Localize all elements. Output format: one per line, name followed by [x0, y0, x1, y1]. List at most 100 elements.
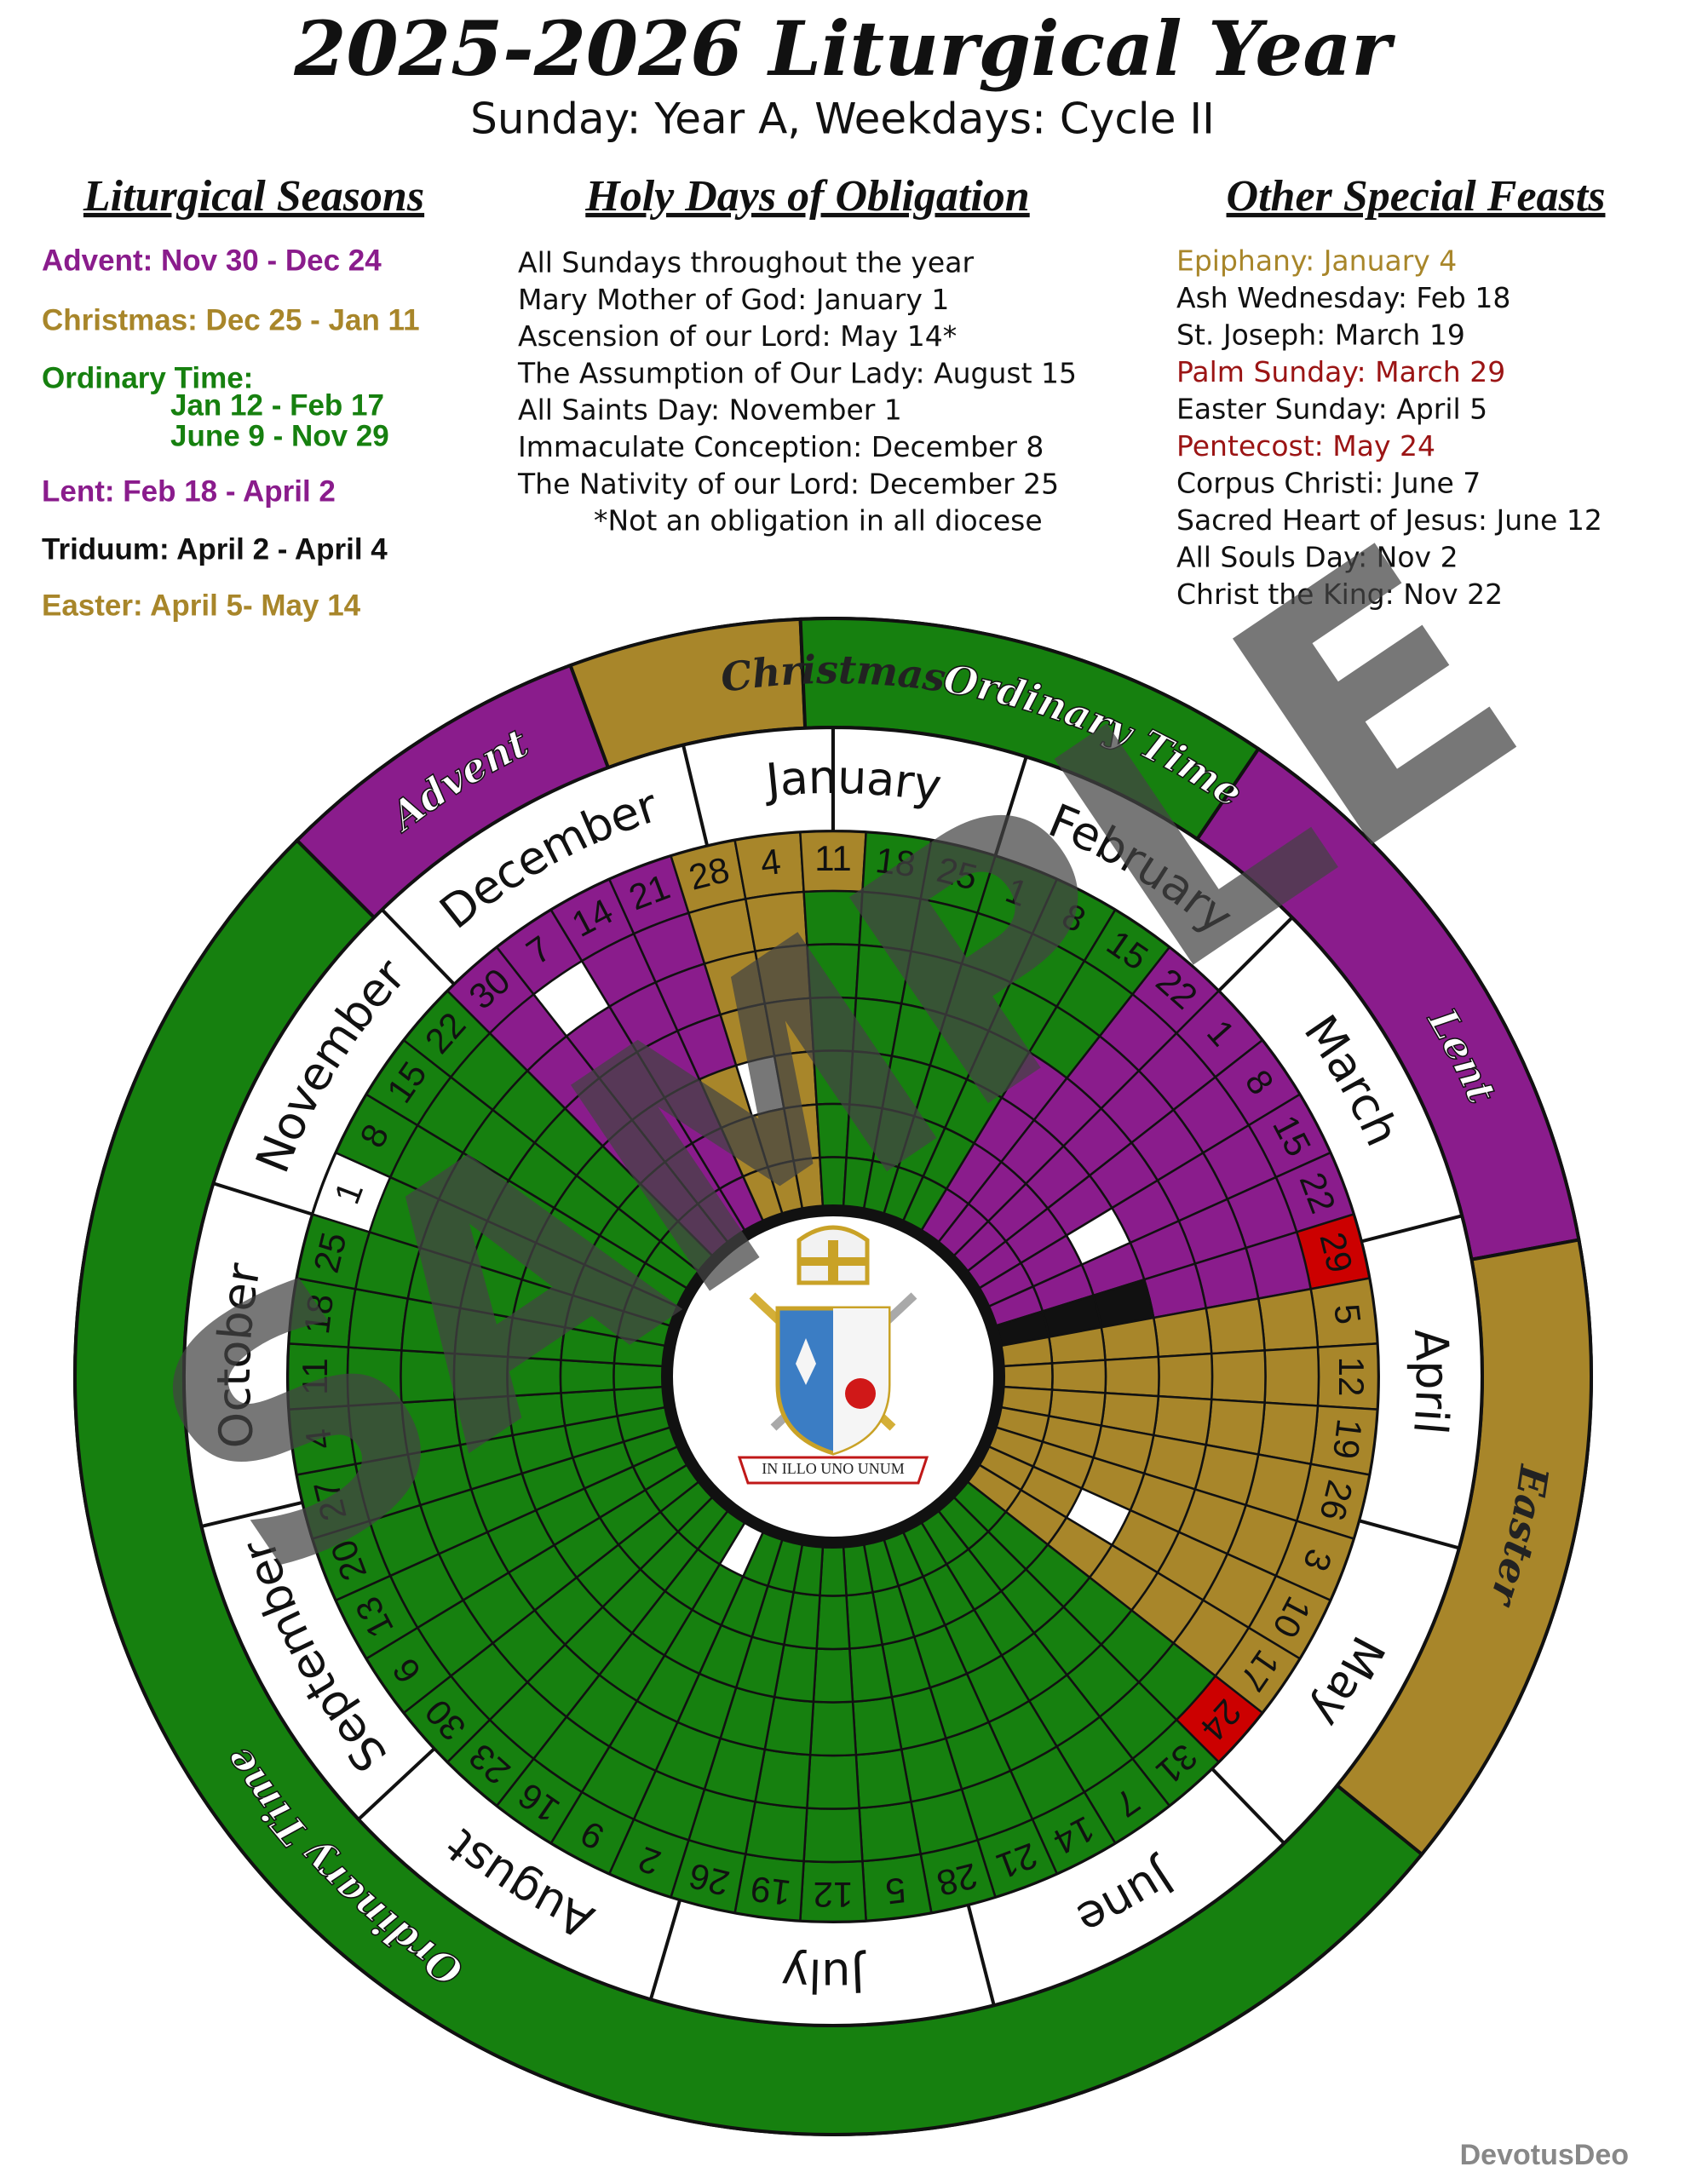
- month-divider: [1360, 1214, 1463, 1244]
- month-divider: [1217, 916, 1294, 992]
- feast-item: Sacred Heart of Jesus: June 12: [1176, 503, 1602, 537]
- month-divider: [681, 744, 710, 847]
- day-cell: [808, 1700, 858, 1757]
- month-label-path: January: [761, 750, 945, 813]
- season-item: Easter: April 5- May 14: [42, 589, 361, 622]
- sunday-date: 18: [296, 1292, 341, 1336]
- month-divider: [357, 1747, 436, 1821]
- sunday-date: 4: [758, 841, 783, 882]
- column-heading: Liturgical Seasons: [83, 172, 424, 221]
- sunday-date: 18: [873, 840, 917, 884]
- month-label: October: [207, 1259, 271, 1451]
- sunday-date: 19: [749, 1869, 793, 1913]
- heart: [845, 1378, 876, 1409]
- holy-day-item: Mary Mother of God: January 1: [518, 283, 949, 316]
- sunday-date: 5: [883, 1870, 908, 1911]
- month-divider: [1358, 1519, 1460, 1550]
- credit: DevotusDeo: [1460, 2139, 1629, 2171]
- day-cell: [1152, 1307, 1213, 1359]
- season-item: Lent: Feb 18 - April 2: [42, 474, 336, 508]
- mitre-band: [828, 1240, 838, 1283]
- month-divider: [648, 1899, 682, 2000]
- day-cell: [851, 1695, 903, 1756]
- day-cell: [1157, 1352, 1214, 1401]
- month-label: April: [1403, 1327, 1459, 1436]
- month-divider: [993, 756, 1028, 857]
- columns: Liturgical Seasons Holy Days of Obligatio…: [42, 172, 1605, 622]
- day-cell: [858, 1800, 923, 1863]
- day-cell: [1210, 1349, 1267, 1404]
- holy-day-item: Immaculate Conception: December 8: [518, 430, 1044, 463]
- day-cell: [1104, 1355, 1160, 1398]
- sunday-date: 12: [814, 1875, 854, 1915]
- sunday-date: 26: [685, 1855, 733, 1904]
- day-cell: [802, 1807, 864, 1864]
- sunday-date: 5: [1326, 1302, 1368, 1326]
- season-item: June 9 - Nov 29: [170, 419, 389, 452]
- fleur: [796, 1338, 816, 1385]
- feast-item: Ash Wednesday: Feb 18: [1176, 281, 1510, 314]
- month-label: January: [761, 750, 945, 813]
- day-cell: [1257, 1287, 1320, 1352]
- month-divider: [966, 1904, 996, 2006]
- sunday-date: 28: [685, 849, 733, 898]
- holy-day-item: *Not an obligation in all diocese: [594, 504, 1043, 537]
- season-label-path: Christmas: [718, 647, 949, 701]
- column-heading: Holy Days of Obligation: [584, 172, 1029, 221]
- month-label-path: July: [779, 1947, 868, 2003]
- sunday-date: 25: [306, 1228, 354, 1277]
- season-item: Jan 12 - Feb 17: [170, 388, 384, 422]
- holy-day-item: The Assumption of Our Lady: August 15: [517, 356, 1077, 389]
- day-cell: [1205, 1297, 1266, 1355]
- month-divider: [201, 1500, 303, 1528]
- sunday-date: 26: [1312, 1476, 1360, 1525]
- sunday-date: 4: [297, 1427, 339, 1451]
- day-cell: [1050, 1359, 1107, 1394]
- day-cell: [812, 1647, 854, 1704]
- day-cell: [744, 1800, 808, 1863]
- title: 2025-2026 Liturgical Year: [293, 4, 1395, 93]
- day-cell: [815, 1594, 851, 1651]
- sunday-date: 11: [814, 838, 852, 878]
- feast-item: Corpus Christi: June 7: [1176, 467, 1481, 500]
- season-label: Christmas: [718, 647, 949, 701]
- day-cell: [806, 1753, 860, 1810]
- sunday-date: 28: [933, 1855, 981, 1904]
- holy-day-item: Ascension of our Lord: May 14*: [518, 319, 957, 353]
- season-item: Advent: Nov 30 - Dec 24: [42, 244, 382, 277]
- day-cell: [854, 1748, 912, 1809]
- day-cell: [998, 1362, 1054, 1391]
- month-divider: [381, 908, 456, 986]
- feast-item: All Souls Day: Nov 2: [1176, 541, 1458, 574]
- sunday-date: 25: [933, 849, 981, 898]
- ribbon: [737, 1456, 929, 1485]
- sunday-date: 12: [1331, 1357, 1372, 1397]
- feast-item: Pentecost: May 24: [1176, 429, 1435, 463]
- feast-item: Christ the King: Nov 22: [1176, 578, 1503, 611]
- feast-item: Easter Sunday: April 5: [1176, 393, 1487, 426]
- holy-day-item: All Saints Day: November 1: [518, 394, 902, 427]
- month-label-path: April: [1403, 1327, 1459, 1436]
- month-label-path: October: [207, 1259, 271, 1451]
- day-cell: [1257, 1401, 1320, 1466]
- feast-item: Palm Sunday: March 29: [1176, 355, 1505, 388]
- season-item: Christmas: Dec 25 - Jan 11: [42, 303, 420, 336]
- holy-day-item: The Nativity of our Lord: December 25: [517, 467, 1059, 500]
- sunday-date: 19: [1326, 1417, 1370, 1461]
- feast-item: Epiphany: January 4: [1176, 244, 1457, 278]
- feast-item: St. Joseph: March 19: [1176, 319, 1465, 352]
- column-heading: Other Special Feasts: [1227, 172, 1606, 221]
- sunday-date: 29: [1312, 1228, 1360, 1277]
- holy-day-item: All Sundays throughout the year: [518, 246, 974, 279]
- sunday-date: 27: [306, 1476, 354, 1525]
- day-cell: [819, 1541, 848, 1597]
- month-divider: [212, 1181, 313, 1216]
- season-item: Ordinary Time:: [42, 361, 253, 394]
- month-divider: [1211, 1767, 1285, 1845]
- month-label: July: [779, 1947, 868, 2003]
- motto: IN ILLO UNO UNUM: [762, 1460, 904, 1477]
- day-cell: [1263, 1346, 1320, 1407]
- sunday-date: 11: [295, 1358, 335, 1395]
- subtitle: Sunday: Year A, Weekdays: Cycle II: [470, 95, 1215, 144]
